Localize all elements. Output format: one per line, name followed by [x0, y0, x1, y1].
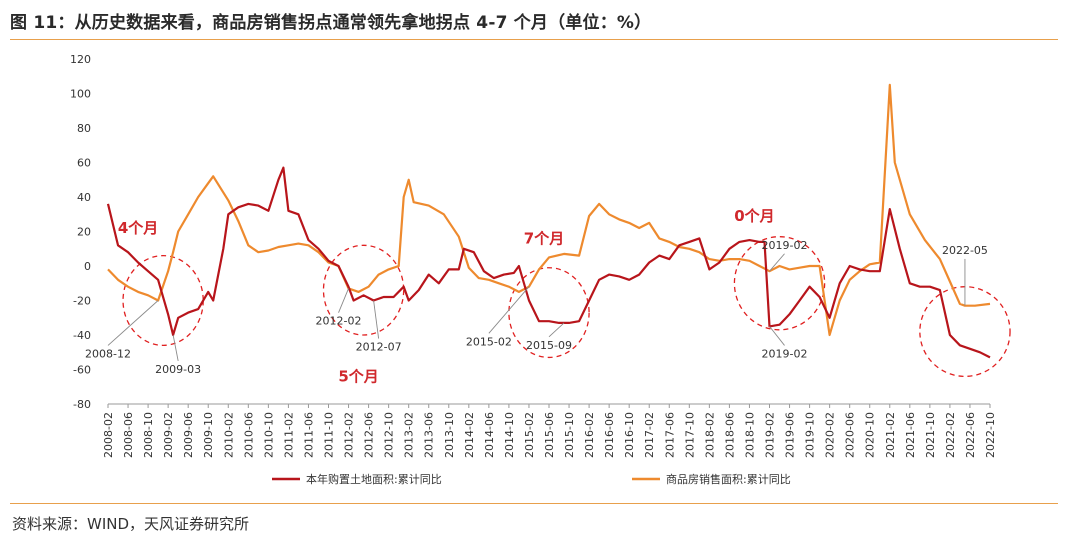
series-lines — [106, 83, 991, 359]
x-tick-label: 2017-10 — [683, 412, 696, 458]
annotation-pointer — [338, 288, 349, 313]
x-tick-label: 2010-10 — [262, 412, 275, 458]
date-annotation: 2019-02 — [762, 239, 808, 252]
x-tick-label: 2009-06 — [182, 412, 195, 458]
date-annotation: 2009-03 — [155, 363, 201, 376]
y-tick-label: -40 — [73, 329, 91, 342]
x-tick-label: 2012-06 — [363, 412, 376, 458]
annotation-pointer — [769, 253, 785, 272]
annotation-pointer — [172, 334, 179, 362]
legend-label: 本年购置土地面积:累计同比 — [306, 472, 442, 486]
x-tick-label: 2010-06 — [242, 412, 255, 458]
y-tick-label: 40 — [77, 191, 91, 204]
x-tick-label: 2011-02 — [282, 412, 295, 458]
x-tick-label: 2008-02 — [102, 412, 115, 458]
x-tick-label: 2016-10 — [623, 412, 636, 458]
x-tick-label: 2019-10 — [804, 412, 817, 458]
annotation-pointer — [548, 322, 565, 338]
x-axis: 2008-02 2008-06 2008-10 2009-02 2009-06 2009-… — [102, 403, 997, 458]
x-tick-label: 2014-02 — [463, 412, 476, 458]
x-tick-label: 2014-10 — [503, 412, 516, 458]
legend: 本年购置土地面积:累计同比 商品房销售面积:累计同比 — [272, 472, 791, 486]
x-tick-label: 2011-10 — [323, 412, 336, 458]
title-rule — [10, 39, 1058, 40]
x-tick-label: 2020-10 — [864, 412, 877, 458]
x-tick-label: 2022-02 — [944, 412, 957, 458]
x-tick-label: 2016-02 — [583, 412, 596, 458]
x-tick-label: 2013-02 — [403, 412, 416, 458]
footer-rule — [10, 503, 1058, 504]
y-tick-label: -80 — [73, 398, 91, 411]
y-tick-label: 80 — [77, 122, 91, 135]
lag-label: 4个月 — [118, 219, 158, 237]
x-tick-label: 2017-02 — [643, 412, 656, 458]
x-tick-label: 2018-02 — [703, 412, 716, 458]
highlight-circle — [508, 267, 590, 359]
x-tick-label: 2015-02 — [523, 412, 536, 458]
x-tick-label: 2018-10 — [743, 412, 756, 458]
x-tick-label: 2012-02 — [343, 412, 356, 458]
x-tick-label: 2008-10 — [142, 412, 155, 458]
date-annotation: 2015-09 — [526, 339, 572, 352]
y-axis: 120 100 80 60 40 20 0 -20 -40 -60 -80 — [70, 53, 91, 411]
x-tick-label: 2009-10 — [202, 412, 215, 458]
highlight-circle — [322, 244, 405, 336]
y-tick-label: 100 — [70, 88, 91, 101]
x-tick-label: 2009-02 — [162, 412, 175, 458]
highlight-circles — [122, 236, 1011, 378]
x-tick-label: 2010-02 — [222, 412, 235, 458]
x-tick-label: 2021-02 — [884, 412, 897, 458]
annotation-pointer — [373, 300, 380, 339]
y-tick-label: 0 — [84, 260, 91, 273]
x-tick-label: 2022-10 — [984, 412, 997, 458]
x-tick-label: 2016-06 — [603, 412, 616, 458]
x-tick-label: 2015-10 — [563, 412, 576, 458]
x-tick-label: 2017-06 — [663, 412, 676, 458]
legend-label: 商品房销售面积:累计同比 — [666, 472, 791, 486]
x-tick-label: 2019-02 — [764, 412, 777, 458]
date-annotation: 2008-12 — [85, 347, 131, 360]
x-tick-label: 2018-06 — [723, 412, 736, 458]
x-tick-label: 2015-06 — [543, 412, 556, 458]
lag-label: 0个月 — [734, 207, 774, 225]
x-tick-label: 2013-06 — [423, 412, 436, 458]
y-tick-label: -60 — [73, 364, 91, 377]
y-tick-label: 120 — [70, 53, 91, 66]
land-area-line — [106, 166, 991, 359]
sales-area-line — [107, 83, 991, 337]
x-tick-label: 2012-10 — [383, 412, 396, 458]
date-annotation: 2019-02 — [762, 347, 808, 360]
annotation-pointer — [488, 286, 530, 334]
date-annotation: 2012-07 — [356, 341, 402, 354]
source-note: 资料来源：WIND，天风证券研究所 — [12, 515, 250, 533]
annotations: 2008-12 2009-03 2012-02 2012-07 2015-02 2015-… — [85, 207, 988, 385]
x-tick-label: 2014-06 — [483, 412, 496, 458]
annotation-pointer — [769, 326, 785, 346]
date-annotation: 2012-02 — [316, 315, 362, 328]
x-tick-label: 2011-06 — [302, 412, 315, 458]
y-tick-label: 20 — [77, 226, 91, 239]
figure-title: 图 11：从历史数据来看，商品房销售拐点通常领先拿地拐点 4-7 个月（单位：%… — [10, 13, 652, 33]
x-tick-label: 2020-02 — [824, 412, 837, 458]
x-tick-label: 2019-06 — [784, 412, 797, 458]
y-tick-label: 60 — [77, 157, 91, 170]
highlight-circle — [733, 236, 826, 331]
date-annotation: 2022-05 — [942, 244, 988, 257]
lag-label: 5个月 — [338, 368, 378, 386]
x-tick-label: 2022-06 — [964, 412, 977, 458]
x-tick-label: 2021-06 — [904, 412, 917, 458]
date-annotation: 2015-02 — [466, 335, 512, 348]
x-tick-label: 2013-10 — [443, 412, 456, 458]
annotation-pointer — [107, 300, 159, 346]
x-tick-label: 2021-10 — [924, 412, 937, 458]
x-tick-label: 2008-06 — [122, 412, 135, 458]
lag-label: 7个月 — [524, 230, 564, 248]
x-tick-label: 2020-06 — [844, 412, 857, 458]
y-tick-label: -20 — [73, 295, 91, 308]
